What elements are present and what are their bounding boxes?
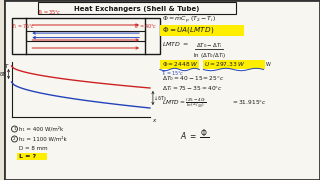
Text: W: W <box>266 62 270 66</box>
Bar <box>18 153 47 160</box>
Text: $= 31.915°c$: $= 31.915°c$ <box>231 98 267 106</box>
Bar <box>12 18 160 54</box>
Text: $\Delta T_i = 75 - 35 = 40°c$: $\Delta T_i = 75 - 35 = 40°c$ <box>162 84 223 93</box>
Text: $T_2=40°c$: $T_2=40°c$ <box>133 22 158 31</box>
Text: T: T <box>5 64 9 69</box>
Text: $LMTD = \frac{(25-40)}{ln(^{25}/_{40})}$: $LMTD = \frac{(25-40)}{ln(^{25}/_{40})}$ <box>162 96 206 110</box>
Text: $U=297.33\ W$: $U=297.33\ W$ <box>204 60 246 68</box>
Text: $T_0=35°c$: $T_0=35°c$ <box>37 8 62 17</box>
Text: $\ln\ (\Delta T_0/\Delta T_i)$: $\ln\ (\Delta T_0/\Delta T_i)$ <box>193 51 226 60</box>
Text: 2: 2 <box>13 137 16 141</box>
Text: L = ?: L = ? <box>20 154 36 159</box>
Bar <box>38 2 236 14</box>
Text: $\Phi=2448\ W$: $\Phi=2448\ W$ <box>162 60 198 68</box>
Bar <box>26 31 145 41</box>
Text: $\Phi = \dot{m}C_p\ (T_2 - T_i)$: $\Phi = \dot{m}C_p\ (T_2 - T_i)$ <box>162 14 216 25</box>
Text: D = 8 mm: D = 8 mm <box>20 145 48 150</box>
Bar <box>203 60 265 69</box>
Text: $T_i=15°c$: $T_i=15°c$ <box>161 69 184 78</box>
Text: $LMTD\ =$: $LMTD\ =$ <box>162 40 189 48</box>
Text: $\Delta T_0 = 40 - 15 = 25°c$: $\Delta T_0 = 40 - 15 = 25°c$ <box>162 74 224 83</box>
Text: Heat Exchangers (Shell & Tube): Heat Exchangers (Shell & Tube) <box>75 6 200 12</box>
Text: h₁ = 400 W/m²k: h₁ = 400 W/m²k <box>20 126 64 132</box>
Text: h₂ = 1100 W/m²k: h₂ = 1100 W/m²k <box>20 136 67 142</box>
Text: $T_1=75°c$: $T_1=75°c$ <box>11 22 35 31</box>
Text: ↓δT₀: ↓δT₀ <box>154 96 166 100</box>
Text: 1: 1 <box>13 127 16 131</box>
Text: x: x <box>152 118 155 123</box>
Text: $A\ =\ \dfrac{\Phi}{\quad}$: $A\ =\ \dfrac{\Phi}{\quad}$ <box>180 128 209 142</box>
Text: $\Phi = UA(LMTD)$: $\Phi = UA(LMTD)$ <box>162 25 214 35</box>
Text: $\Delta T_0 - \Delta T_i$: $\Delta T_0 - \Delta T_i$ <box>196 41 223 50</box>
Bar <box>160 60 199 69</box>
Text: δTᵢ: δTᵢ <box>0 71 7 76</box>
Bar <box>160 25 244 36</box>
